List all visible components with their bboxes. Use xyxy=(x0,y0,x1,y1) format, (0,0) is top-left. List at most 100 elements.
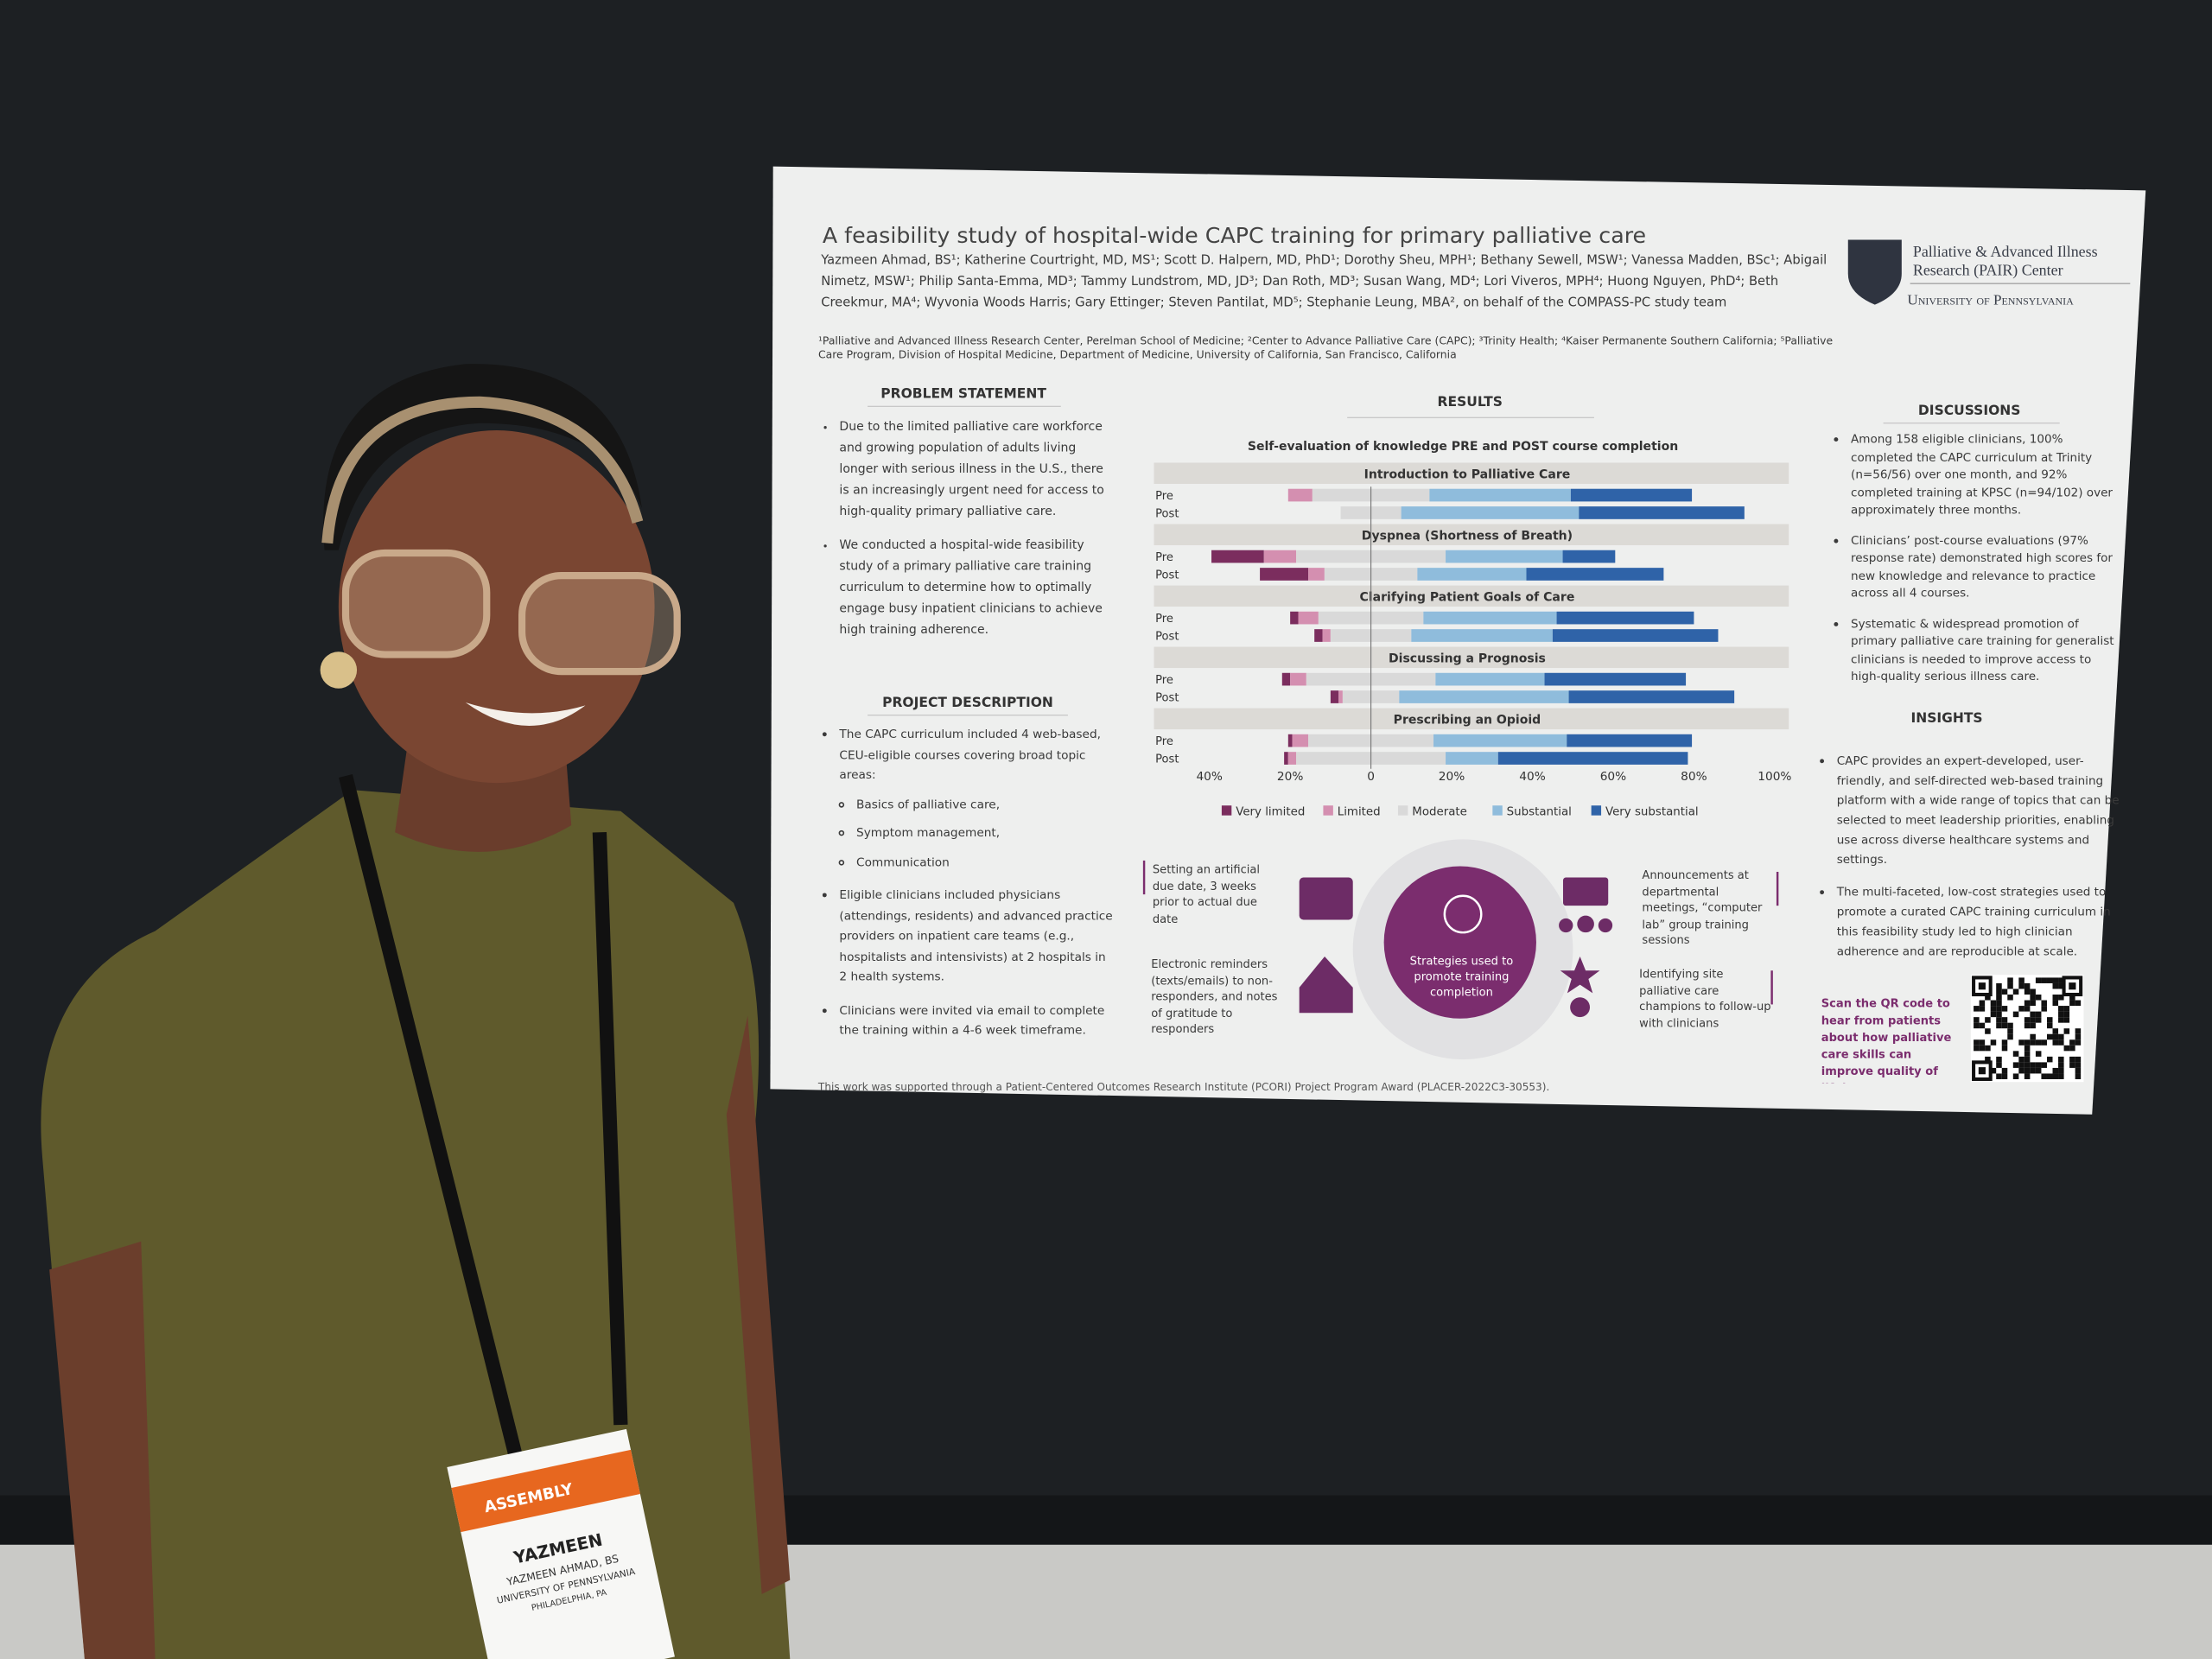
logo-shield xyxy=(1847,239,1902,305)
bar-segment xyxy=(1287,752,1297,765)
legend-label: Very limited xyxy=(1236,806,1305,819)
qr-finder xyxy=(2069,982,2076,990)
legend-label: Limited xyxy=(1338,806,1381,819)
logo-line: University of Pennsylvania xyxy=(1907,292,2074,308)
qr-module xyxy=(2007,1028,2013,1034)
bar-segment xyxy=(1567,734,1693,747)
qr-module xyxy=(2030,1022,2036,1029)
qr-module xyxy=(2069,1045,2075,1052)
x-tick-label: 20% xyxy=(1277,770,1303,784)
qr-finder xyxy=(1978,982,1986,990)
qr-module xyxy=(2018,982,2024,989)
group-label: Discussing a Prognosis xyxy=(1389,652,1546,666)
qr-module xyxy=(1996,1006,2002,1012)
qr-module xyxy=(2058,1067,2064,1074)
strategy-text: Setting an artificial due date, 3 weeks … xyxy=(1152,863,1261,925)
bullet: Due to the limited palliative care workf… xyxy=(839,417,1104,523)
qr-module xyxy=(2069,1056,2075,1063)
qr-module xyxy=(2058,1011,2064,1018)
qr-module xyxy=(2069,995,2075,1001)
qr-module xyxy=(2058,1006,2064,1012)
insights-text: CAPC provides an expert-developed, user-… xyxy=(1820,751,2127,961)
qr-module xyxy=(1990,1011,1997,1018)
qr-module xyxy=(2046,1022,2053,1029)
qr-module xyxy=(2058,1056,2064,1063)
group-label: Introduction to Palliative Care xyxy=(1364,467,1571,481)
smile xyxy=(465,702,586,727)
qr-module xyxy=(2012,1011,2019,1018)
bullet: CAPC provides an expert-developed, user-… xyxy=(1837,751,2127,869)
qr-module xyxy=(1996,1000,2002,1007)
qr-module xyxy=(2035,1051,2042,1057)
row-label: Post xyxy=(1155,691,1179,704)
face xyxy=(338,429,655,784)
qr-module xyxy=(1990,1039,1997,1046)
bar-segment xyxy=(1570,488,1693,502)
group-band xyxy=(1154,524,1789,546)
group-band xyxy=(1154,462,1789,484)
star-icon xyxy=(1560,956,1600,994)
affiliations: ¹Palliative and Advanced Illness Researc… xyxy=(817,334,1834,361)
qr-module xyxy=(2012,1062,2019,1068)
envelope-icon xyxy=(1299,956,1353,1014)
qr-module xyxy=(2024,1067,2031,1074)
bar-segment xyxy=(1263,550,1297,563)
qr-module xyxy=(2024,1022,2031,1029)
group-label: Clarifying Patient Goals of Care xyxy=(1360,591,1575,605)
hub-text: Strategies used to promote training comp… xyxy=(1409,955,1514,999)
insights-box: CAPC provides an expert-developed, user-… xyxy=(1820,751,2127,991)
qr-module xyxy=(2063,1011,2070,1018)
qr-module xyxy=(2035,995,2042,1001)
qr-module xyxy=(2063,1045,2070,1052)
logo-line: Palliative & Advanced Illness xyxy=(1913,243,2098,260)
row-label: Post xyxy=(1155,507,1179,520)
qr-module xyxy=(1979,1000,1986,1007)
qr-module xyxy=(2058,1033,2064,1040)
bar-segment xyxy=(1292,734,1309,747)
row-label: Pre xyxy=(1155,674,1173,687)
x-tick-label: 0 xyxy=(1367,770,1375,784)
qr-module xyxy=(2075,1033,2082,1040)
qr-module xyxy=(2007,977,2013,983)
lanyard xyxy=(339,773,628,1455)
bar-segment xyxy=(1290,672,1306,686)
qr-module xyxy=(2030,1017,2036,1023)
qr-module xyxy=(2041,1062,2047,1068)
qr-module xyxy=(1996,1017,2002,1023)
row-label: Pre xyxy=(1155,613,1173,626)
qr-module xyxy=(2052,977,2059,983)
logo-line: Research (PAIR) Center xyxy=(1913,261,2063,279)
qr-module xyxy=(2007,982,2013,989)
qr-module xyxy=(2052,1000,2059,1007)
bar-segment xyxy=(1552,629,1719,642)
qr-module xyxy=(2001,988,2008,995)
qr-module xyxy=(1974,1039,1980,1046)
qr-module xyxy=(2007,995,2013,1001)
qr-module xyxy=(1985,1045,1991,1052)
qr-module xyxy=(2035,1039,2042,1046)
qr-module xyxy=(2041,1000,2047,1007)
qr-module xyxy=(2075,1056,2082,1063)
qr-text: Scan the QR code to hear from patients a… xyxy=(1821,997,1952,1084)
badge-band xyxy=(451,1449,640,1533)
qr-module xyxy=(2001,1067,2008,1074)
qr-module xyxy=(2046,1056,2053,1063)
authors: Yazmeen Ahmad, BS¹; Katherine Courtright… xyxy=(821,253,1827,311)
qr-module xyxy=(2012,1051,2019,1057)
qr-module xyxy=(2001,1045,2008,1052)
qr-module xyxy=(1990,1000,1997,1007)
bar-segment xyxy=(1579,506,1745,519)
qr-module xyxy=(2075,1028,2082,1034)
qr-module xyxy=(1996,995,2002,1001)
people-icon xyxy=(1577,915,1594,933)
x-tick-label: 40% xyxy=(1196,770,1222,784)
group-band xyxy=(1154,585,1789,607)
bar-segment xyxy=(1544,672,1687,686)
qr-module xyxy=(2046,1033,2053,1040)
qr-module xyxy=(2024,1045,2031,1052)
strategy-box: Electronic reminders (texts/emails) to n… xyxy=(1151,958,1277,1036)
qr-module xyxy=(1985,1017,1991,1023)
qr-module xyxy=(2069,1039,2075,1046)
qr-module xyxy=(1996,1022,2002,1029)
